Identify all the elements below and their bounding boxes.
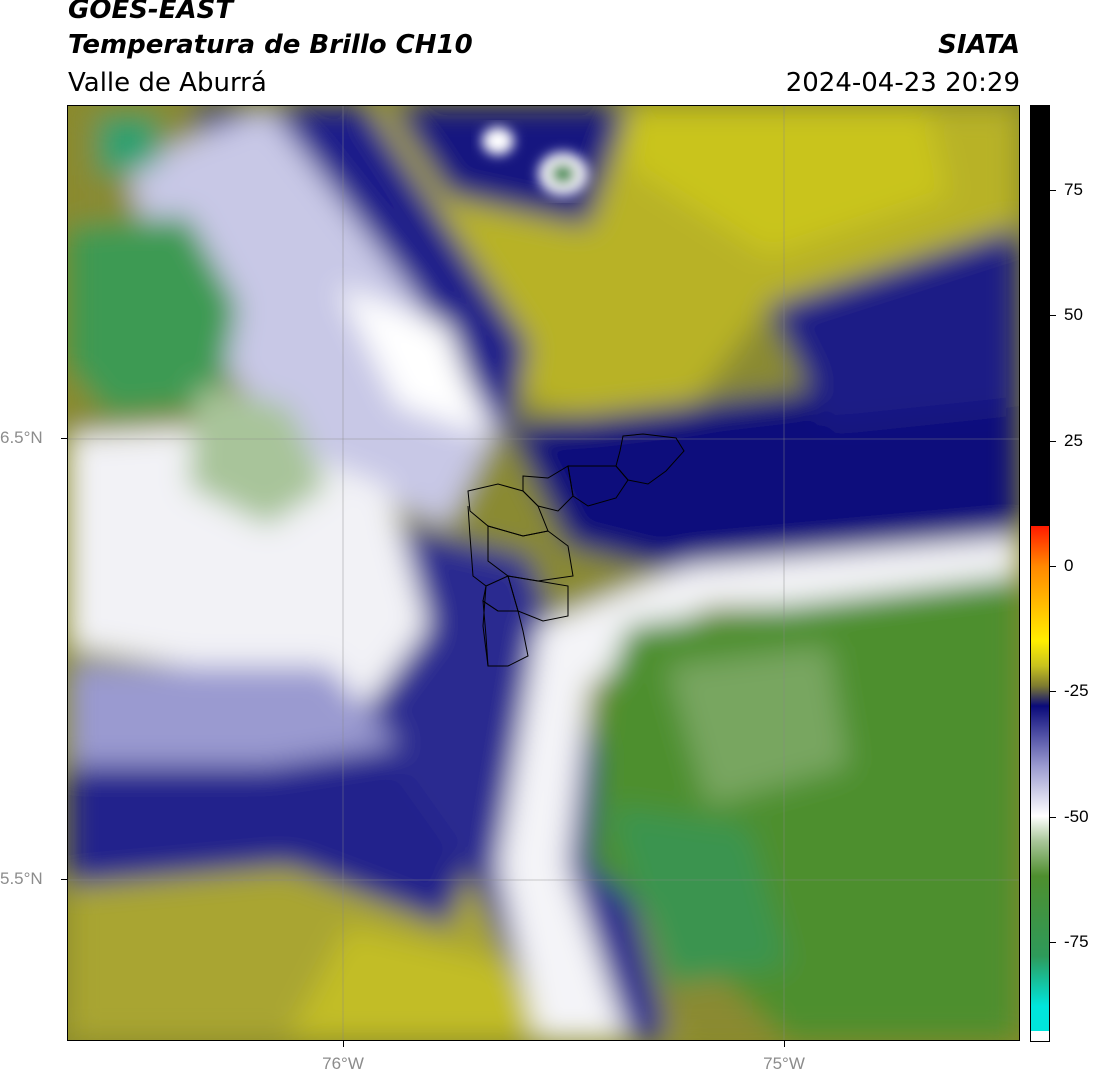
lon-tick-mark [784, 1041, 785, 1047]
lat-tick-mark [61, 438, 67, 439]
colorbar-tick-mark [1050, 941, 1056, 943]
product-title: Temperatura de Brillo CH10 [68, 30, 473, 60]
datetime-label: 2024-04-23 20:29 [785, 68, 1020, 98]
lat-tick-mark [61, 879, 67, 880]
lon-tick-label: 75°W [763, 1054, 805, 1073]
colorbar-tick-label: 50 [1064, 305, 1083, 325]
colorbar-tick-label: 25 [1064, 430, 1083, 450]
lon-tick-mark [343, 1041, 344, 1047]
lon-tick-label: 76°W [322, 1054, 364, 1073]
agency-label: SIATA [938, 30, 1020, 60]
colorbar-tick-mark [1050, 315, 1056, 317]
temperature-colorbar [1030, 105, 1050, 1042]
colorbar-tick-mark [1050, 565, 1056, 567]
satellite-title: GOES-EAST [68, 0, 234, 25]
region-subtitle: Valle de Aburrá [68, 68, 267, 98]
lat-tick-label: 6.5°N [0, 428, 43, 447]
colorbar-tick-mark [1050, 816, 1056, 818]
colorbar-tick-label: 0 [1064, 555, 1074, 575]
colorbar-tick-label: -25 [1064, 681, 1089, 701]
colorbar-tick-mark [1050, 190, 1056, 192]
lat-tick-label: 5.5°N [0, 869, 43, 888]
colorbar-tick-mark [1050, 440, 1056, 442]
colorbar-tick-label: -50 [1064, 806, 1089, 826]
colorbar-tick-mark [1050, 691, 1056, 693]
colorbar-tick-label: -75 [1064, 931, 1089, 951]
colorbar-tick-label: 75 [1064, 180, 1083, 200]
municipality-boundaries [467, 433, 685, 667]
map-image [68, 106, 1019, 1040]
brightness-temperature-map [67, 105, 1020, 1041]
